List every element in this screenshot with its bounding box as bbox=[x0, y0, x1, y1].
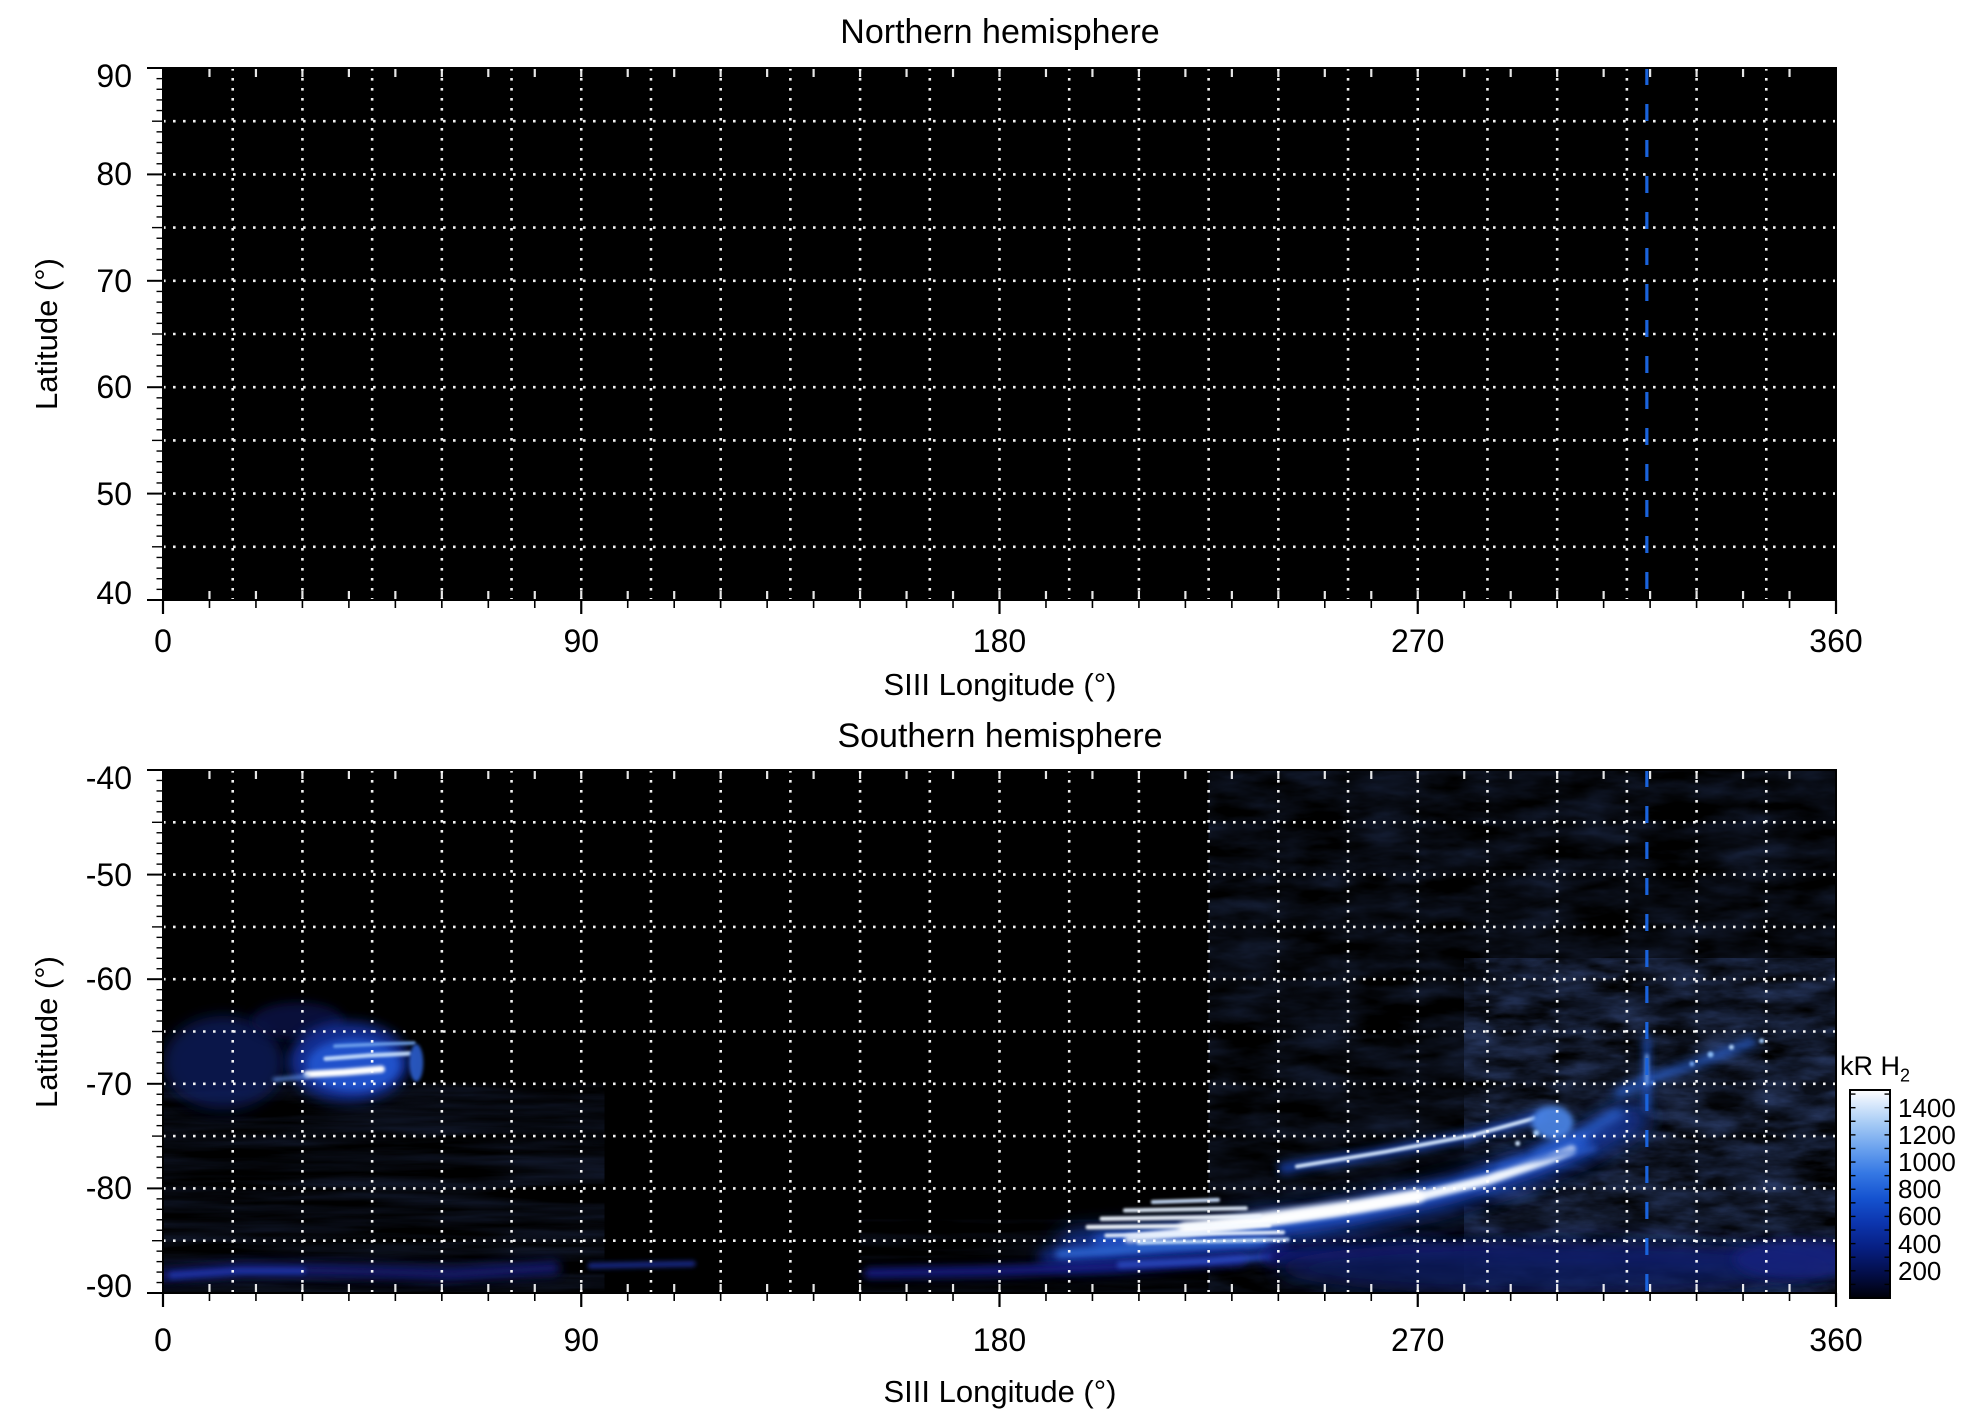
diag-speck-5 bbox=[1759, 1038, 1765, 1044]
patch-edge-block bbox=[409, 1044, 424, 1082]
bottom-band-left-bright bbox=[168, 1267, 306, 1279]
striation-row-1 bbox=[1150, 1197, 1220, 1204]
patch-glow-mid bbox=[307, 1038, 401, 1092]
south-x-tick-label: 180 bbox=[972, 1322, 1027, 1358]
patch-core bbox=[303, 1065, 385, 1078]
south-y-tick-label: -60 bbox=[85, 961, 132, 998]
north-y-tick-label: 90 bbox=[96, 58, 132, 94]
south-x-tick-label: 360 bbox=[1809, 1322, 1863, 1358]
north-y-tick-label: 60 bbox=[96, 369, 132, 406]
south-x-tick-label: 90 bbox=[563, 1322, 600, 1358]
left-haze bbox=[163, 1015, 284, 1110]
arc-end-blob bbox=[1531, 1105, 1574, 1140]
north-y-tick-label: 50 bbox=[96, 475, 132, 512]
north-x-tick-label: 270 bbox=[1391, 623, 1445, 659]
north-y-axis-ticks bbox=[147, 67, 163, 601]
south-x-axis-ticks bbox=[161, 1293, 1838, 1307]
north-x-tick-label: 90 bbox=[563, 623, 600, 659]
south-y-axis-ticks bbox=[147, 769, 163, 1294]
patch-streak-2 bbox=[323, 1051, 412, 1061]
colorbar-tick-label: 400 bbox=[1898, 1228, 1942, 1259]
striation-row-4 bbox=[1085, 1222, 1272, 1230]
colorbar bbox=[1849, 1089, 1891, 1299]
north-x-tick-label: 360 bbox=[1809, 623, 1863, 659]
colorbar-tick-label: 200 bbox=[1898, 1255, 1942, 1286]
diag-speck-3 bbox=[1689, 1061, 1695, 1067]
colorbar-tick-label: 1400 bbox=[1898, 1092, 1956, 1123]
bottom-streak-90-115 bbox=[587, 1260, 696, 1269]
arc-end-wisp bbox=[1533, 1107, 1624, 1159]
under-arc-diffuse bbox=[1278, 1240, 1836, 1293]
north-y-tick-label: 70 bbox=[96, 262, 132, 299]
north-x-tick-label: 0 bbox=[154, 623, 172, 659]
south-x-tick-label: 270 bbox=[1391, 1322, 1445, 1358]
north-x-axis-ticks bbox=[161, 600, 1838, 614]
south-aurora-emission bbox=[163, 770, 1836, 1293]
south-y-tick-label: -90 bbox=[85, 1268, 132, 1304]
diag-speck-1 bbox=[1707, 1051, 1714, 1058]
north-panel-plot bbox=[147, 67, 1838, 614]
upper-right-diagonal bbox=[1613, 1037, 1757, 1098]
striation-row-5 bbox=[1104, 1230, 1285, 1238]
south-y-tick-label: -50 bbox=[85, 856, 132, 893]
patch-tail bbox=[272, 1074, 310, 1082]
south-y-tick-label: -80 bbox=[85, 1170, 132, 1207]
striation-row-2 bbox=[1122, 1206, 1248, 1213]
wisp-speck-2 bbox=[1515, 1140, 1521, 1146]
secondary-arc-core bbox=[1294, 1116, 1536, 1169]
south-inner-ticks bbox=[208, 770, 1791, 1293]
colorbar-tick-label: 600 bbox=[1898, 1201, 1942, 1232]
colorbar-title: kR H2 bbox=[1840, 1051, 1911, 1086]
colorbar-tick-label: 1000 bbox=[1898, 1147, 1956, 1178]
north-inner-ticks bbox=[208, 68, 1791, 600]
north-y-tick-label: 80 bbox=[96, 156, 132, 193]
diag-speck-2 bbox=[1728, 1044, 1734, 1050]
south-y-tick-label: -40 bbox=[85, 760, 132, 796]
arc-left-fan bbox=[1055, 1237, 1269, 1259]
main-arc-core-bright bbox=[1178, 1189, 1425, 1235]
south-panel-title: Southern hemisphere bbox=[837, 717, 1163, 755]
colorbar-tick-label: 1200 bbox=[1898, 1119, 1956, 1150]
lower-right-mottle bbox=[1464, 958, 1836, 1293]
wisp-speck-1 bbox=[1533, 1129, 1540, 1136]
south-y-tick-label: -70 bbox=[85, 1065, 132, 1102]
colorbar-tick-label: 800 bbox=[1898, 1174, 1942, 1205]
bottom-band-mid-bright bbox=[1116, 1252, 1273, 1269]
south-gridlines bbox=[163, 770, 1836, 1293]
colorbar-ticks bbox=[1850, 1093, 1890, 1286]
patch-streak-3 bbox=[333, 1041, 416, 1048]
arc-end-wisp-2 bbox=[1498, 1145, 1598, 1169]
striation-row-3 bbox=[1099, 1214, 1262, 1221]
north-x-tick-label: 180 bbox=[972, 623, 1027, 659]
north-panel-title: Northern hemisphere bbox=[840, 13, 1160, 51]
north-y-tick-label: 40 bbox=[96, 575, 132, 611]
south-x-axis-label: SIII Longitude (°) bbox=[883, 1374, 1117, 1409]
colorbar-gradient bbox=[1849, 1089, 1891, 1299]
south-x-tick-label: 0 bbox=[154, 1322, 172, 1358]
right-edge-band bbox=[1733, 1238, 1836, 1281]
south-panel-plot bbox=[147, 769, 1838, 1307]
north-x-axis-label: SIII Longitude (°) bbox=[883, 667, 1117, 702]
